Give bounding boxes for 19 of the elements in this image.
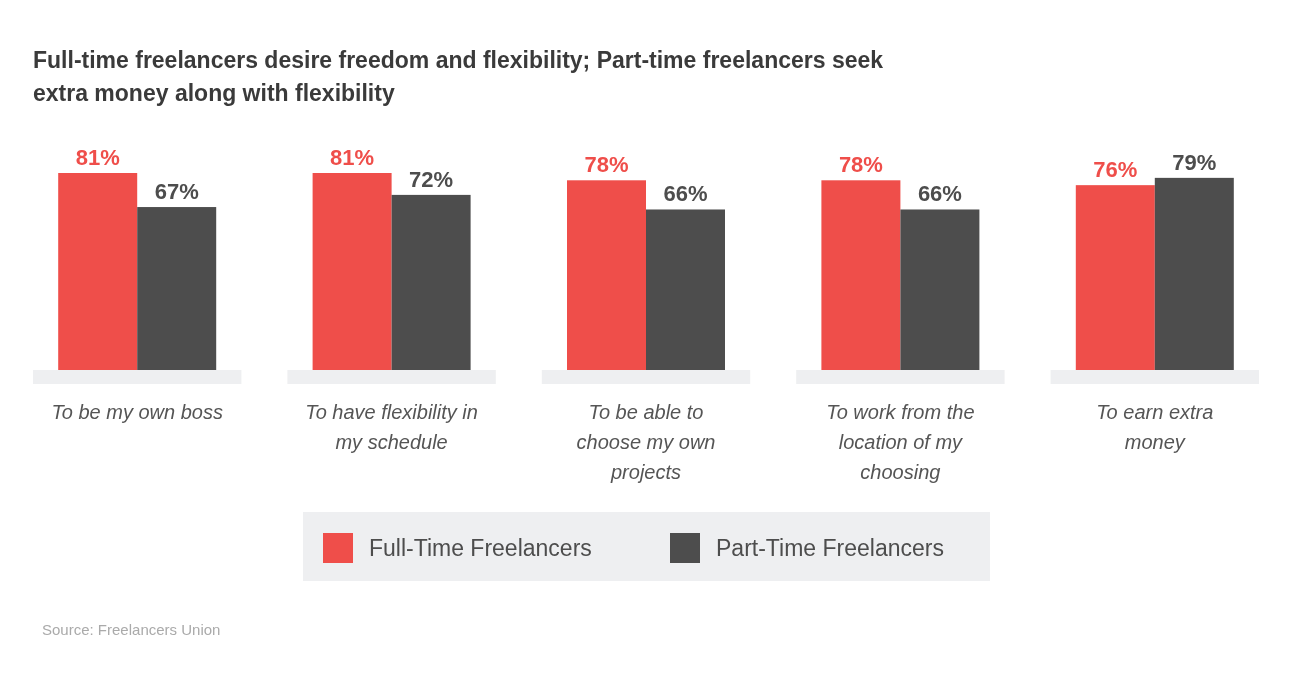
- x-tick-label: To earn extra money: [1096, 401, 1214, 453]
- data-label: 81%: [330, 145, 375, 170]
- data-label: 72%: [409, 166, 454, 192]
- x-tick-label: To work from the location of my choosing: [826, 401, 975, 483]
- data-label: 81%: [75, 145, 120, 170]
- x-tick-label: To be my own boss: [51, 401, 223, 423]
- data-label: 67%: [154, 179, 199, 205]
- data-label: 78%: [584, 152, 629, 178]
- data-label: 66%: [663, 181, 708, 207]
- x-tick-label: To have flexibility in my schedule: [305, 401, 478, 453]
- data-label: 79%: [1172, 149, 1217, 175]
- data-label: 76%: [1093, 157, 1138, 183]
- data-label: 78%: [838, 152, 883, 178]
- data-label: 66%: [917, 181, 962, 207]
- chart-title: Full-time freelancers desire freedom and flexibility; Part-time freelancers seek extra money along with flexibility: [33, 47, 884, 106]
- legend-label: Full-Time Freelancers: [369, 535, 592, 561]
- x-tick-label: To be able to choose my own projects: [576, 401, 716, 483]
- source-note: Source: Freelancers Union: [42, 621, 221, 638]
- legend-label: Part-Time Freelancers: [716, 535, 944, 561]
